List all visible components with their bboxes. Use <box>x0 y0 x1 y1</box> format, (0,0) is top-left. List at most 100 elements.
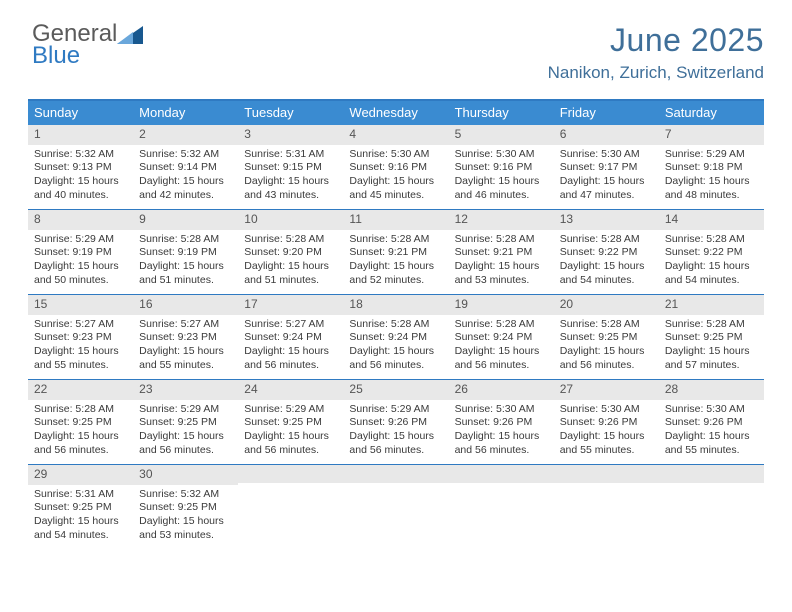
month-title: June 2025 <box>548 22 764 59</box>
daylight-line: Daylight: 15 hours and 46 minutes. <box>455 175 548 203</box>
day-number: 26 <box>449 380 554 400</box>
day-body: Sunrise: 5:30 AMSunset: 9:16 PMDaylight:… <box>343 145 448 207</box>
day-cell: 20Sunrise: 5:28 AMSunset: 9:25 PMDayligh… <box>554 295 659 379</box>
sunrise-line: Sunrise: 5:27 AM <box>34 318 127 332</box>
empty-cell <box>343 465 448 549</box>
day-cell: 28Sunrise: 5:30 AMSunset: 9:26 PMDayligh… <box>659 380 764 464</box>
daylight-line: Daylight: 15 hours and 55 minutes. <box>665 430 758 458</box>
sunset-line: Sunset: 9:26 PM <box>560 416 653 430</box>
day-cell: 16Sunrise: 5:27 AMSunset: 9:23 PMDayligh… <box>133 295 238 379</box>
day-body: Sunrise: 5:32 AMSunset: 9:14 PMDaylight:… <box>133 145 238 207</box>
sunset-line: Sunset: 9:25 PM <box>34 501 127 515</box>
sunrise-line: Sunrise: 5:30 AM <box>455 403 548 417</box>
day-body: Sunrise: 5:29 AMSunset: 9:25 PMDaylight:… <box>133 400 238 462</box>
day-cell: 18Sunrise: 5:28 AMSunset: 9:24 PMDayligh… <box>343 295 448 379</box>
daylight-line: Daylight: 15 hours and 51 minutes. <box>139 260 232 288</box>
day-cell: 21Sunrise: 5:28 AMSunset: 9:25 PMDayligh… <box>659 295 764 379</box>
day-body: Sunrise: 5:30 AMSunset: 9:26 PMDaylight:… <box>659 400 764 462</box>
location: Nanikon, Zurich, Switzerland <box>548 63 764 83</box>
day-body: Sunrise: 5:29 AMSunset: 9:26 PMDaylight:… <box>343 400 448 462</box>
sunrise-line: Sunrise: 5:28 AM <box>560 318 653 332</box>
daylight-line: Daylight: 15 hours and 40 minutes. <box>34 175 127 203</box>
dow-cell: Sunday <box>28 101 133 125</box>
empty-cell <box>659 465 764 549</box>
sunset-line: Sunset: 9:24 PM <box>244 331 337 345</box>
sunrise-line: Sunrise: 5:28 AM <box>34 403 127 417</box>
day-number: 25 <box>343 380 448 400</box>
day-body: Sunrise: 5:32 AMSunset: 9:13 PMDaylight:… <box>28 145 133 207</box>
day-body: Sunrise: 5:28 AMSunset: 9:22 PMDaylight:… <box>659 230 764 292</box>
day-cell: 8Sunrise: 5:29 AMSunset: 9:19 PMDaylight… <box>28 210 133 294</box>
sunset-line: Sunset: 9:18 PM <box>665 161 758 175</box>
day-number: 15 <box>28 295 133 315</box>
sunrise-line: Sunrise: 5:28 AM <box>665 318 758 332</box>
dow-cell: Thursday <box>449 101 554 125</box>
dow-cell: Saturday <box>659 101 764 125</box>
day-cell: 24Sunrise: 5:29 AMSunset: 9:25 PMDayligh… <box>238 380 343 464</box>
day-cell: 17Sunrise: 5:27 AMSunset: 9:24 PMDayligh… <box>238 295 343 379</box>
day-number: 13 <box>554 210 659 230</box>
week-row: 29Sunrise: 5:31 AMSunset: 9:25 PMDayligh… <box>28 465 764 549</box>
daylight-line: Daylight: 15 hours and 56 minutes. <box>244 345 337 373</box>
sunset-line: Sunset: 9:25 PM <box>139 501 232 515</box>
day-cell: 13Sunrise: 5:28 AMSunset: 9:22 PMDayligh… <box>554 210 659 294</box>
sunset-line: Sunset: 9:25 PM <box>244 416 337 430</box>
day-body: Sunrise: 5:28 AMSunset: 9:22 PMDaylight:… <box>554 230 659 292</box>
brand-line2: Blue <box>32 44 117 68</box>
day-number: 10 <box>238 210 343 230</box>
day-cell: 3Sunrise: 5:31 AMSunset: 9:15 PMDaylight… <box>238 125 343 209</box>
day-body: Sunrise: 5:27 AMSunset: 9:23 PMDaylight:… <box>28 315 133 377</box>
day-number: 24 <box>238 380 343 400</box>
day-number: 23 <box>133 380 238 400</box>
sunset-line: Sunset: 9:24 PM <box>349 331 442 345</box>
day-number: 27 <box>554 380 659 400</box>
day-body: Sunrise: 5:28 AMSunset: 9:24 PMDaylight:… <box>449 315 554 377</box>
day-number: 8 <box>28 210 133 230</box>
dow-cell: Wednesday <box>343 101 448 125</box>
empty-cell <box>554 465 659 549</box>
day-cell: 5Sunrise: 5:30 AMSunset: 9:16 PMDaylight… <box>449 125 554 209</box>
daylight-line: Daylight: 15 hours and 50 minutes. <box>34 260 127 288</box>
daylight-line: Daylight: 15 hours and 56 minutes. <box>139 430 232 458</box>
brand-triangle-icon <box>117 24 143 46</box>
week-row: 15Sunrise: 5:27 AMSunset: 9:23 PMDayligh… <box>28 295 764 380</box>
sunrise-line: Sunrise: 5:30 AM <box>560 148 653 162</box>
empty-cell <box>238 465 343 549</box>
day-cell: 7Sunrise: 5:29 AMSunset: 9:18 PMDaylight… <box>659 125 764 209</box>
sunrise-line: Sunrise: 5:28 AM <box>139 233 232 247</box>
day-cell: 23Sunrise: 5:29 AMSunset: 9:25 PMDayligh… <box>133 380 238 464</box>
daylight-line: Daylight: 15 hours and 53 minutes. <box>455 260 548 288</box>
day-body: Sunrise: 5:28 AMSunset: 9:25 PMDaylight:… <box>554 315 659 377</box>
sunset-line: Sunset: 9:26 PM <box>349 416 442 430</box>
brand-text: General Blue <box>32 22 117 68</box>
day-body: Sunrise: 5:31 AMSunset: 9:15 PMDaylight:… <box>238 145 343 207</box>
sunset-line: Sunset: 9:25 PM <box>665 331 758 345</box>
calendar: Sunday Monday Tuesday Wednesday Thursday… <box>28 99 764 549</box>
day-number: 3 <box>238 125 343 145</box>
daylight-line: Daylight: 15 hours and 42 minutes. <box>139 175 232 203</box>
day-cell: 12Sunrise: 5:28 AMSunset: 9:21 PMDayligh… <box>449 210 554 294</box>
empty-bar <box>554 465 659 483</box>
sunset-line: Sunset: 9:23 PM <box>139 331 232 345</box>
sunrise-line: Sunrise: 5:29 AM <box>34 233 127 247</box>
daylight-line: Daylight: 15 hours and 43 minutes. <box>244 175 337 203</box>
sunset-line: Sunset: 9:26 PM <box>455 416 548 430</box>
day-cell: 26Sunrise: 5:30 AMSunset: 9:26 PMDayligh… <box>449 380 554 464</box>
empty-bar <box>449 465 554 483</box>
day-cell: 14Sunrise: 5:28 AMSunset: 9:22 PMDayligh… <box>659 210 764 294</box>
dow-cell: Monday <box>133 101 238 125</box>
day-body: Sunrise: 5:27 AMSunset: 9:23 PMDaylight:… <box>133 315 238 377</box>
daylight-line: Daylight: 15 hours and 55 minutes. <box>560 430 653 458</box>
daylight-line: Daylight: 15 hours and 56 minutes. <box>560 345 653 373</box>
day-body: Sunrise: 5:30 AMSunset: 9:17 PMDaylight:… <box>554 145 659 207</box>
day-cell: 22Sunrise: 5:28 AMSunset: 9:25 PMDayligh… <box>28 380 133 464</box>
daylight-line: Daylight: 15 hours and 52 minutes. <box>349 260 442 288</box>
day-cell: 2Sunrise: 5:32 AMSunset: 9:14 PMDaylight… <box>133 125 238 209</box>
day-cell: 9Sunrise: 5:28 AMSunset: 9:19 PMDaylight… <box>133 210 238 294</box>
sunrise-line: Sunrise: 5:29 AM <box>244 403 337 417</box>
daylight-line: Daylight: 15 hours and 55 minutes. <box>139 345 232 373</box>
day-number: 12 <box>449 210 554 230</box>
sunrise-line: Sunrise: 5:30 AM <box>349 148 442 162</box>
sunrise-line: Sunrise: 5:30 AM <box>560 403 653 417</box>
day-body: Sunrise: 5:32 AMSunset: 9:25 PMDaylight:… <box>133 485 238 547</box>
